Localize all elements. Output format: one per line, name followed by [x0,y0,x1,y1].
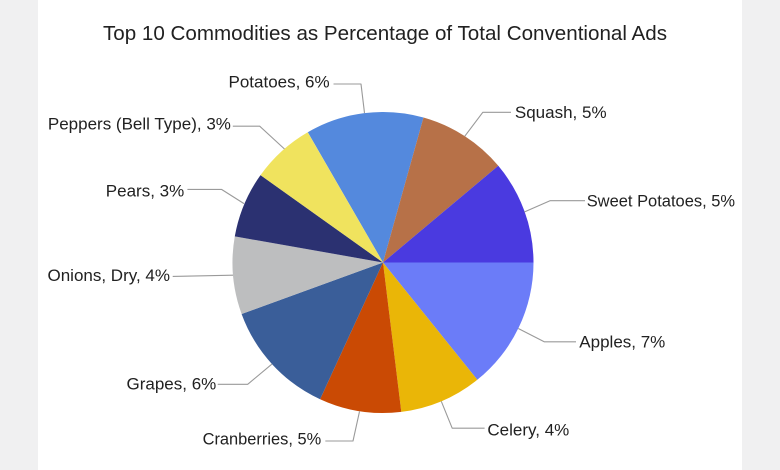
svg-text:Celery, 4%: Celery, 4% [487,420,569,439]
svg-text:Apples, 7%: Apples, 7% [579,332,665,351]
svg-text:Onions, Dry, 4%: Onions, Dry, 4% [48,266,171,285]
svg-text:Cranberries, 5%: Cranberries, 5% [203,430,322,449]
svg-text:Sweet Potatoes, 5%: Sweet Potatoes, 5% [587,192,735,211]
svg-text:Potatoes, 6%: Potatoes, 6% [229,72,330,91]
svg-text:Peppers (Bell Type), 3%: Peppers (Bell Type), 3% [48,115,231,134]
svg-text:Pears, 3%: Pears, 3% [106,182,184,201]
svg-text:Grapes, 6%: Grapes, 6% [127,375,217,394]
svg-text:Top 10 Commodities as Percenta: Top 10 Commodities as Percentage of Tota… [103,22,667,45]
svg-text:Squash, 5%: Squash, 5% [515,103,607,122]
